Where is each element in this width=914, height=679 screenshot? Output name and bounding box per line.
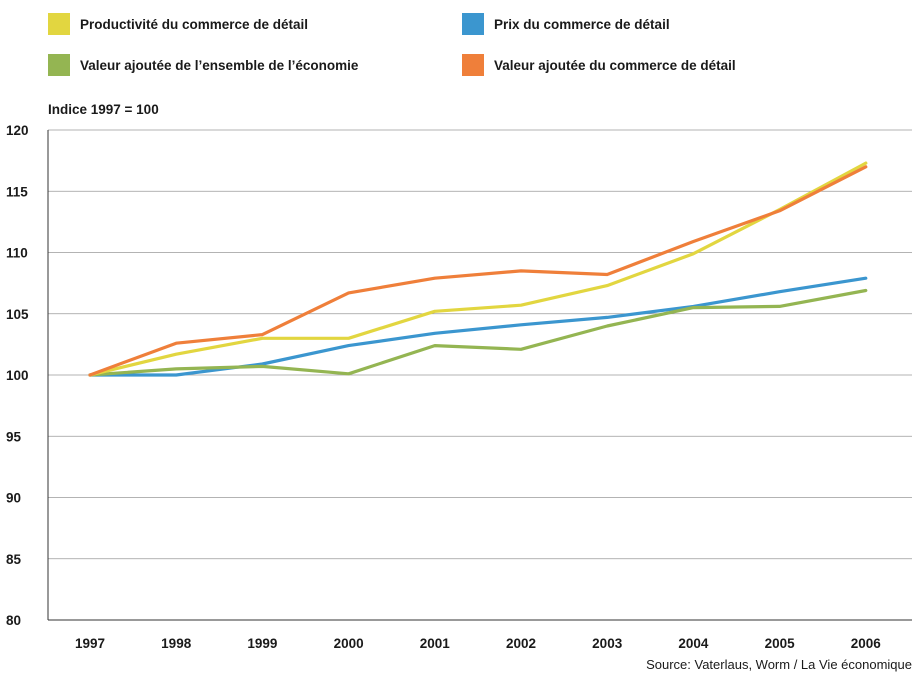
legend-label-productivite: Productivité du commerce de détail [80,16,309,32]
y-tick-label-105: 105 [6,307,29,322]
legend-swatch-productivite [48,13,70,35]
y-tick-label-85: 85 [6,552,22,567]
series-lines [88,161,868,377]
legend-item-valeur-commerce: Valeur ajoutée du commerce de détail [462,54,736,76]
y-tick-label-95: 95 [6,429,22,444]
y-tick-labels: 80 85 90 95 100 105 110 115 120 [6,123,29,628]
y-tick-label-115: 115 [6,184,28,199]
legend-swatch-valeur-commerce [462,54,484,76]
x-tick-label-2003: 2003 [592,636,623,651]
axes [47,130,912,621]
series-line-2 [88,288,868,377]
legend-item-valeur-economie: Valeur ajoutée de l’ensemble de l’économ… [48,54,358,76]
gridlines [48,129,912,560]
y-tick-label-120: 120 [6,123,29,138]
series-line-0 [88,161,868,377]
y-tick-label-100: 100 [6,368,29,383]
series-line-1 [88,276,868,377]
y-tick-label-90: 90 [6,491,21,506]
legend-item-productivite: Productivité du commerce de détail [48,13,308,35]
y-axis-unit-label: Indice 1997 = 100 [48,102,159,117]
x-tick-label-2001: 2001 [420,636,451,651]
legend-label-valeur-economie: Valeur ajoutée de l’ensemble de l’économ… [80,57,359,73]
x-tick-label-2000: 2000 [334,636,364,651]
x-tick-label-2004: 2004 [678,636,709,651]
y-tick-label-80: 80 [6,613,21,628]
legend-swatch-valeur-economie [48,54,70,76]
legend-label-valeur-commerce: Valeur ajoutée du commerce de détail [494,57,736,73]
x-tick-label-2005: 2005 [765,636,796,651]
legend-label-prix: Prix du commerce de détail [494,16,670,32]
legend-item-prix: Prix du commerce de détail [462,13,670,35]
y-tick-label-110: 110 [6,246,28,261]
x-tick-label-1998: 1998 [161,636,192,651]
series-line-3 [88,165,868,377]
x-tick-labels: 1997 1998 1999 2000 2001 2002 2003 2004 2005 2006 [75,636,881,651]
x-tick-label-1997: 1997 [75,636,105,651]
source-note: Source: Vaterlaus, Worm / La Vie économi… [646,657,912,672]
x-tick-label-2006: 2006 [851,636,882,651]
chart-legend: Productivité du commerce de détail Prix … [0,0,914,90]
x-tick-label-1999: 1999 [247,636,277,651]
x-tick-label-2002: 2002 [506,636,536,651]
legend-swatch-prix [462,13,484,35]
